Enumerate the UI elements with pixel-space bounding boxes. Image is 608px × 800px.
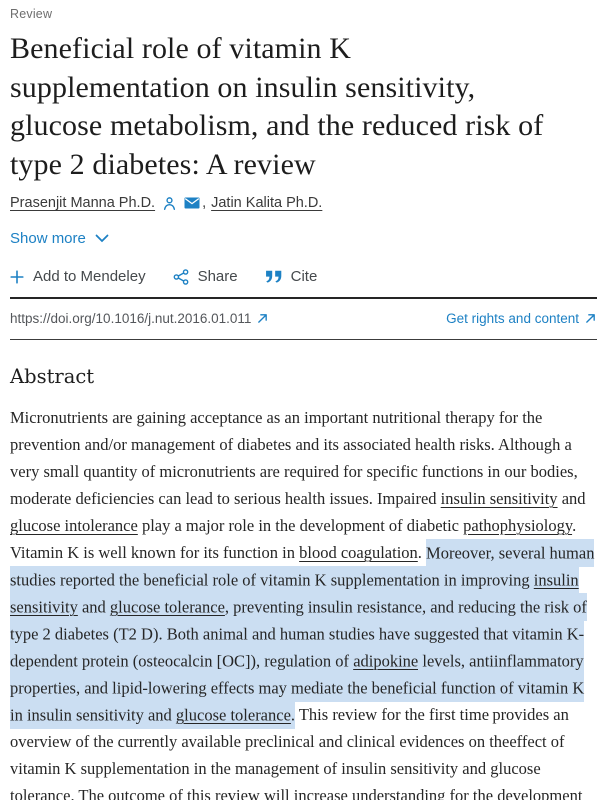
article-type-label: Review <box>10 7 53 21</box>
abstract-term-link[interactable]: adipokine <box>353 646 419 675</box>
author-1-icons <box>162 196 200 211</box>
abstract-text: . <box>290 700 296 729</box>
abstract-text: and <box>77 592 110 621</box>
cite-button[interactable]: Cite <box>265 268 318 285</box>
abstract-text: Micronutrients are gaining acceptance as… <box>10 408 578 508</box>
show-more-label: Show more <box>10 230 86 247</box>
get-rights-label: Get rights and content <box>446 311 579 326</box>
abstract-term-link[interactable]: glucose tolerance <box>175 700 291 729</box>
abstract-heading: Abstract <box>10 365 95 388</box>
share-label: Share <box>197 268 238 285</box>
author-list: Prasenjit Manna Ph.D. , Jatin Kalita Ph.… <box>10 195 597 211</box>
doi-url: https://doi.org/10.1016/j.nut.2016.01.01… <box>10 311 252 326</box>
cite-quote-icon <box>265 270 282 283</box>
abstract-term-link[interactable]: glucose intolerance <box>10 516 138 535</box>
get-rights-link[interactable]: Get rights and content <box>446 311 596 326</box>
abstract-text: . Vitamin K is well known for its functi… <box>10 516 577 562</box>
external-link-icon <box>257 313 268 324</box>
doi-row: https://doi.org/10.1016/j.nut.2016.01.01… <box>10 299 597 339</box>
abstract-term-link[interactable]: blood coagulation <box>299 543 418 562</box>
share-button[interactable]: Share <box>173 268 238 285</box>
abstract-term-link[interactable]: insulin sensitivity <box>440 489 558 508</box>
doi-link[interactable]: https://doi.org/10.1016/j.nut.2016.01.01… <box>10 311 268 326</box>
action-toolbar: Add to Mendeley Share Cite <box>10 268 597 285</box>
plus-icon <box>10 269 24 284</box>
add-to-mendeley-label: Add to Mendeley <box>33 268 146 285</box>
divider-bottom <box>10 339 597 340</box>
abstract-paragraph: Micronutrients are gaining acceptance as… <box>10 404 598 800</box>
author-link-2[interactable]: Jatin Kalita Ph.D. <box>211 195 323 211</box>
author-separator: , <box>202 195 207 211</box>
abstract-text: This review for the first time provides … <box>10 705 583 800</box>
author-link-1[interactable]: Prasenjit Manna Ph.D. <box>10 195 156 211</box>
person-icon[interactable] <box>162 196 177 211</box>
cite-label: Cite <box>290 268 318 285</box>
abstract-term-link[interactable]: pathophysiology <box>463 516 573 535</box>
abstract-term-link[interactable]: glucose tolerance <box>109 592 225 621</box>
abstract-text: . <box>417 543 427 562</box>
abstract-text: and <box>557 489 586 508</box>
external-link-icon <box>585 313 596 324</box>
show-more-button[interactable]: Show more <box>10 230 109 247</box>
share-icon <box>173 268 189 285</box>
chevron-down-icon <box>95 234 109 243</box>
envelope-icon[interactable] <box>184 197 200 209</box>
add-to-mendeley-button[interactable]: Add to Mendeley <box>10 268 146 285</box>
abstract-text: play a major role in the development of … <box>137 516 464 535</box>
divider-top <box>10 297 597 299</box>
